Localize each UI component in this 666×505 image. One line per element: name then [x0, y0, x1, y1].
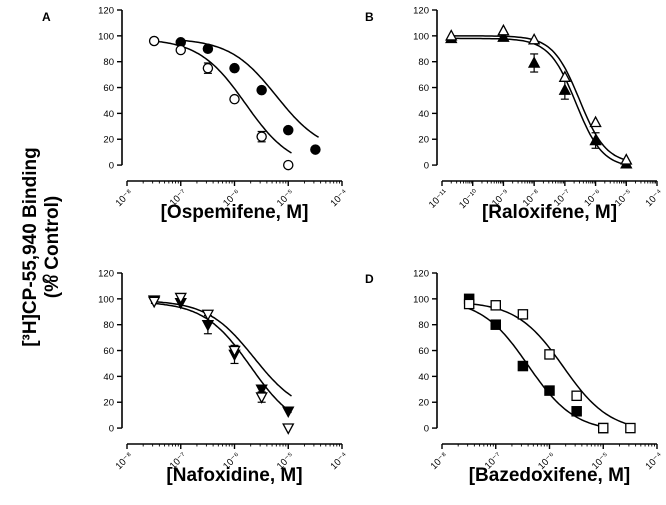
data-point [229, 93, 240, 105]
y-tick-label: 40 [103, 372, 114, 383]
y-tick-label: 80 [103, 57, 114, 68]
data-point [527, 56, 541, 68]
y-tick-label: 0 [109, 424, 114, 435]
y-tick-label: 40 [418, 372, 429, 383]
data-point [282, 124, 294, 136]
y-tick-label: 60 [418, 346, 429, 357]
data-point [147, 296, 161, 309]
data-point [175, 44, 186, 56]
data-point [310, 144, 321, 155]
y-tick-label: 0 [424, 424, 429, 435]
data-point [558, 83, 572, 95]
data-point [490, 319, 501, 330]
data-point [463, 298, 475, 310]
data-point [589, 115, 602, 128]
y-tick-label: 120 [413, 6, 429, 17]
data-point [625, 422, 636, 434]
panel-letter: C [42, 272, 51, 286]
y-tick-label: 20 [418, 398, 429, 409]
y-tick-label: 40 [418, 109, 429, 120]
x-tick-label: 10⁻⁴ [643, 187, 665, 209]
x-tick-label: 10⁻⁸ [429, 450, 451, 472]
data-point [589, 133, 602, 146]
x-tick-label: 10⁻⁴ [643, 450, 665, 472]
x-tick-label: 10⁻¹¹ [427, 187, 450, 210]
data-point [445, 29, 458, 41]
data-point [256, 84, 267, 96]
x-tick-label: 10⁻¹⁰ [457, 187, 481, 211]
data-point [571, 406, 582, 417]
panel-letter: D [365, 272, 374, 286]
y-tick-label: 120 [98, 269, 114, 280]
fit-curve [150, 39, 292, 154]
y-tick-label: 120 [413, 269, 429, 280]
y-tick-label: 100 [413, 31, 429, 42]
data-point [256, 131, 267, 142]
data-point [255, 392, 268, 404]
x-tick-label: 10⁻⁸ [114, 187, 136, 209]
y-tick-label: 120 [98, 6, 114, 17]
data-point [620, 153, 633, 165]
y-tick-label: 0 [424, 161, 429, 172]
y-tick-label: 100 [413, 294, 429, 305]
data-point [202, 43, 214, 55]
fit-curve [449, 35, 629, 162]
data-point [201, 309, 215, 322]
data-point [544, 385, 555, 396]
panel-letter: A [42, 10, 51, 24]
panel-letter: B [365, 10, 374, 24]
fit-curve [449, 37, 629, 166]
data-point [527, 32, 541, 45]
data-point [490, 300, 501, 311]
data-point [517, 360, 529, 372]
fit-curve [150, 302, 292, 414]
fit-curve [150, 300, 292, 397]
data-point [229, 62, 240, 74]
y-tick-label: 80 [418, 320, 429, 331]
data-point [228, 345, 241, 358]
data-point [497, 23, 510, 36]
y-tick-label: 60 [103, 83, 114, 94]
y-tick-label: 60 [418, 83, 429, 94]
data-point [282, 423, 295, 435]
fit-curve [177, 39, 320, 138]
data-point [558, 70, 572, 82]
y-axis-title-line2: (% Control) [42, 196, 63, 298]
x-axis-title: [Nafoxidine, M] [166, 465, 302, 486]
x-axis-title: [Ospemifene, M] [161, 202, 309, 223]
y-tick-label: 20 [103, 135, 114, 146]
y-tick-label: 0 [109, 161, 114, 172]
y-axis-title-line1: [³H]CP-55,940 Binding [20, 147, 41, 347]
x-axis-title: [Raloxifene, M] [482, 202, 617, 223]
fit-curve [465, 306, 607, 429]
data-point [598, 422, 609, 434]
data-point [544, 349, 555, 360]
y-tick-label: 20 [103, 398, 114, 409]
x-tick-label: 10⁻⁴ [328, 187, 350, 209]
y-tick-label: 100 [98, 31, 114, 42]
data-point [255, 384, 268, 397]
y-tick-label: 40 [103, 109, 114, 120]
data-point [571, 390, 582, 402]
data-point [202, 62, 214, 74]
x-tick-label: 10⁻⁸ [114, 450, 136, 472]
y-tick-label: 60 [103, 346, 114, 357]
y-tick-label: 80 [103, 320, 114, 331]
x-tick-label: 10⁻⁴ [328, 450, 350, 472]
y-tick-label: 20 [418, 135, 429, 146]
y-tick-label: 80 [418, 57, 429, 68]
data-point [282, 159, 294, 171]
data-point [517, 309, 529, 320]
x-axis-title: [Bazedoxifene, M] [469, 465, 631, 486]
data-point [174, 292, 187, 305]
y-tick-label: 100 [98, 294, 114, 305]
data-point [148, 35, 160, 47]
